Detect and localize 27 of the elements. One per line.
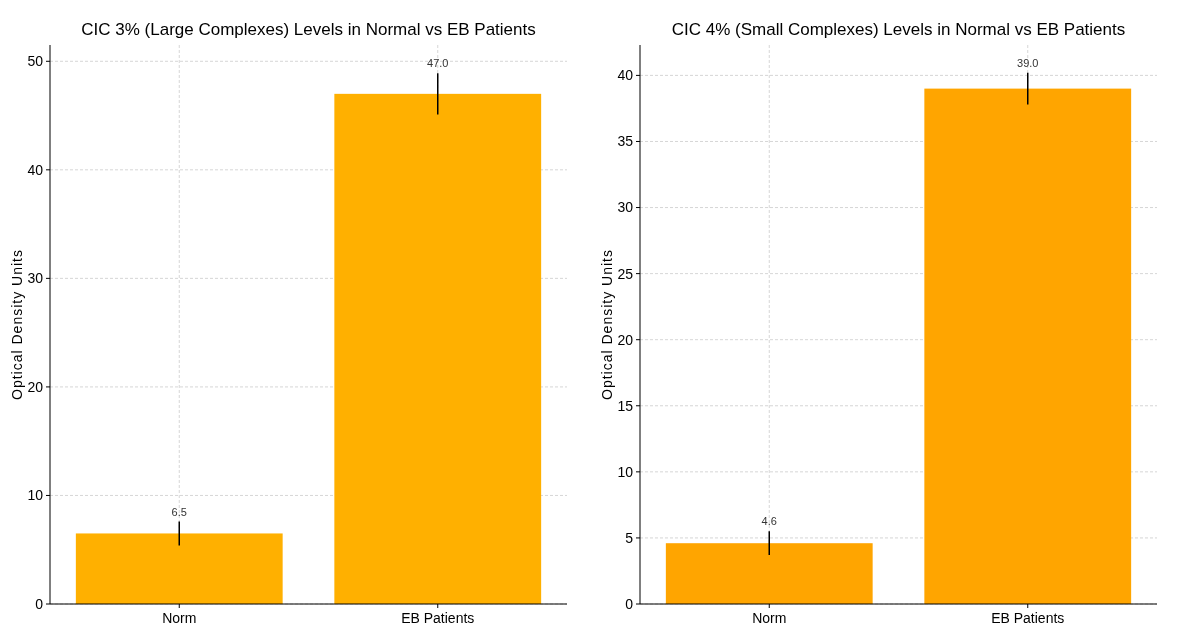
y-tick-label: 5 [625,529,634,546]
y-tick-label: 0 [35,595,44,612]
y-tick-label: 25 [617,265,634,282]
y-tick-label: 10 [27,487,44,504]
data-label: 6.5 [171,505,187,518]
y-tick-label: 35 [617,133,634,150]
y-tick-label: 40 [27,161,44,178]
x-tick-label: Norm [752,610,787,626]
y-tick-label: 50 [27,53,44,70]
data-label: 4.6 [761,515,777,528]
y-tick-label: 20 [617,331,634,348]
y-tick-label: 30 [617,199,634,216]
y-tick-label: 20 [27,378,44,395]
data-label: 47.0 [427,57,449,70]
y-tick-label: 0 [625,595,634,612]
y-axis-title: Optical Density Units [9,249,25,400]
y-axis-title: Optical Density Units [599,249,615,400]
x-tick-label: EB Patients [401,610,475,626]
x-tick-label: EB Patients [991,610,1065,626]
chart-title: CIC 4% (Small Complexes) Levels in Normal vs EB Patients [671,20,1126,39]
y-tick-label: 15 [617,397,634,414]
y-tick-label: 30 [27,270,44,287]
y-tick-label: 10 [617,463,634,480]
y-tick-label: 40 [617,67,634,84]
x-tick-label: Norm [162,610,197,626]
data-label: 39.0 [1017,56,1039,69]
chart-title: CIC 3% (Large Complexes) Levels in Normal vs EB Patients [81,20,536,39]
